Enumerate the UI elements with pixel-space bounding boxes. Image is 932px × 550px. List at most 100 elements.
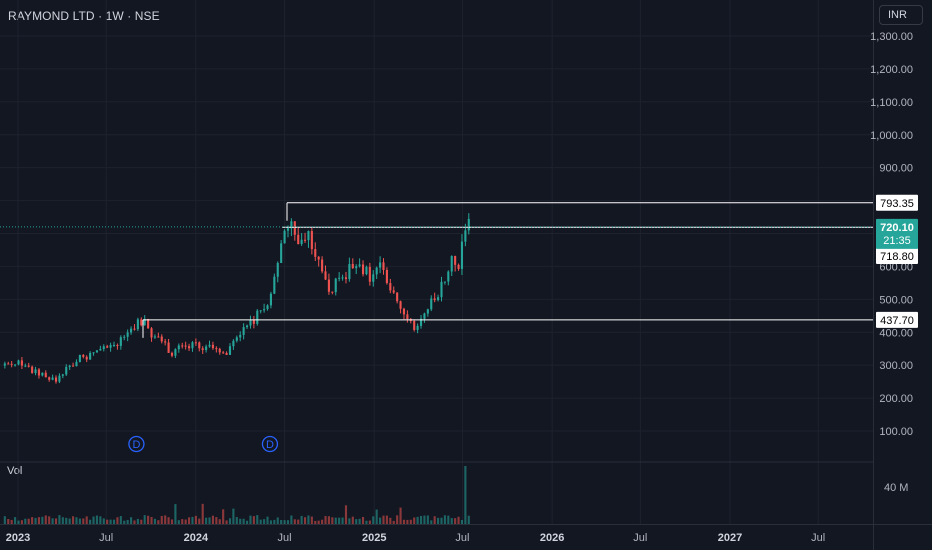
candle-body <box>242 327 245 335</box>
volume-bar <box>307 515 310 524</box>
candle-body <box>187 346 191 349</box>
candle-body <box>259 310 262 312</box>
level-price-tag <box>876 194 918 211</box>
volume-bar <box>218 519 221 524</box>
candle-body <box>372 274 375 282</box>
candle-body <box>228 346 232 355</box>
candle-body <box>92 352 95 354</box>
volume-bar <box>133 520 136 524</box>
candle-body <box>167 342 170 353</box>
candle-body <box>467 218 470 231</box>
candle-body <box>392 290 395 293</box>
volume-bar <box>150 517 153 524</box>
candle-body <box>389 283 392 291</box>
price-tick-label: 900.00 <box>879 163 913 175</box>
candle-body <box>406 314 409 320</box>
candle-body <box>239 334 242 338</box>
candle-body <box>334 278 337 293</box>
volume-bar <box>252 516 255 524</box>
candle-body <box>379 262 382 268</box>
candle-body <box>89 352 92 360</box>
volume-bar <box>358 518 361 524</box>
dividend-marker-label: D <box>132 439 140 451</box>
volume-bar <box>368 520 371 524</box>
volume-bar <box>450 518 453 524</box>
volume-bar <box>324 516 327 524</box>
candle-body <box>351 264 354 269</box>
volume-bar <box>464 466 467 524</box>
candle-body <box>130 328 133 333</box>
candle-body <box>160 336 163 342</box>
volume-bar <box>245 520 249 524</box>
level-price-text: 793.35 <box>880 198 914 210</box>
volume-bar <box>181 519 184 524</box>
volume-bar <box>58 515 61 524</box>
volume-bar <box>327 516 330 524</box>
candle-body <box>208 344 211 347</box>
volume-bar <box>317 520 320 524</box>
volume-bar <box>147 515 150 524</box>
countdown-text: 21:35 <box>883 235 911 247</box>
candle-body <box>136 319 139 330</box>
candle-body <box>361 264 365 275</box>
volume-axis: 40 M <box>884 482 908 494</box>
time-tick-label: Jul <box>278 532 292 544</box>
volume-bar <box>112 519 116 524</box>
chart-title: RAYMOND LTD · 1W · NSE <box>8 9 160 23</box>
volume-bar <box>99 516 102 524</box>
volume-bar <box>430 520 433 524</box>
candle-body <box>215 348 218 350</box>
candle-body <box>235 337 238 341</box>
volume-bar <box>61 517 64 524</box>
candle-body <box>443 281 446 283</box>
candle-body <box>402 308 406 315</box>
volume-bar <box>232 508 235 524</box>
volume-bar <box>372 516 375 524</box>
volume-bar <box>447 515 450 524</box>
volume-bar <box>184 519 187 524</box>
candle-body <box>205 346 208 351</box>
volume-bar <box>140 519 143 524</box>
candle-body <box>232 340 235 347</box>
volume-bar <box>177 520 180 524</box>
volume-bar <box>123 520 126 524</box>
volume-bar <box>344 505 348 524</box>
volume-bar <box>259 519 262 524</box>
candle-body <box>344 277 348 280</box>
candle-body <box>3 363 6 366</box>
volume-bar <box>249 515 252 524</box>
volume-bar <box>269 520 272 524</box>
candle-body <box>51 377 54 380</box>
volume-bar <box>3 516 6 524</box>
currency-button[interactable]: INR <box>879 5 923 25</box>
volume-bar <box>208 517 211 524</box>
candle-body <box>181 345 184 347</box>
volume-bar <box>396 515 399 524</box>
volume-bar <box>228 518 232 524</box>
candle-body <box>133 328 136 330</box>
time-tick-label: 2025 <box>362 532 386 544</box>
volume-bar <box>92 516 95 524</box>
candle-body <box>164 341 167 343</box>
candle-body <box>447 271 450 282</box>
candle-body <box>256 310 259 324</box>
volume-bar <box>85 516 88 524</box>
price-tick-label: 500.00 <box>879 294 913 306</box>
volume-bar <box>256 515 259 524</box>
time-tick-label: 2023 <box>6 532 30 544</box>
volume-bar <box>136 518 139 524</box>
volume-bar <box>338 517 341 524</box>
price-tick-label: 300.00 <box>879 360 913 372</box>
candle-body <box>327 279 330 292</box>
volume-bar <box>198 518 201 524</box>
volume-bar <box>17 520 20 524</box>
volume-bar <box>423 515 426 524</box>
volume-bar <box>310 516 313 524</box>
candle-body <box>433 298 436 301</box>
candle-body <box>211 344 214 349</box>
candle-body <box>198 342 201 349</box>
volume-bar <box>385 515 388 524</box>
volume-bar <box>201 503 204 524</box>
candle-body <box>85 356 88 360</box>
